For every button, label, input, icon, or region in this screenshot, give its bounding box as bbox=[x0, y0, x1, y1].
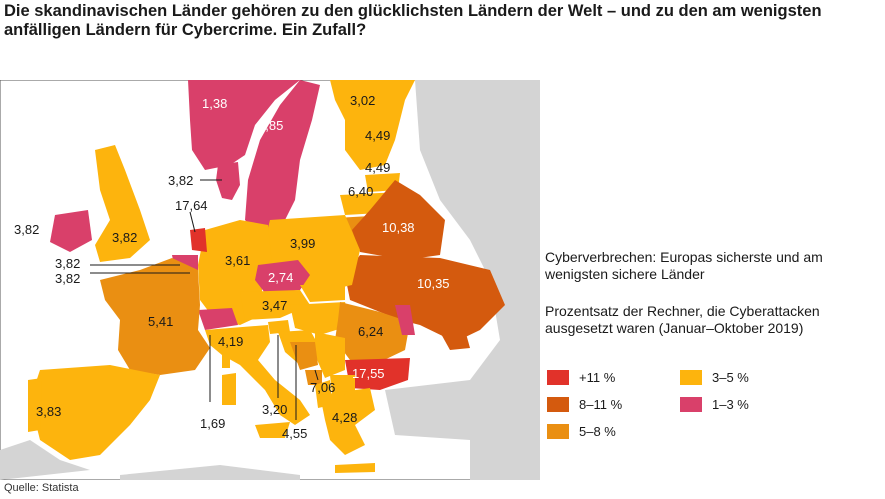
region-hungary bbox=[290, 302, 352, 335]
legend-heading: Cyberverbrechen: Europas sicherste und a… bbox=[545, 249, 823, 282]
legend-swatch bbox=[547, 370, 569, 385]
label-norway: 1,38 bbox=[202, 96, 227, 111]
legend-swatch bbox=[680, 370, 702, 385]
label-romania: 6,24 bbox=[358, 324, 383, 339]
legend-swatch bbox=[680, 397, 702, 412]
label-austria: 3,47 bbox=[262, 298, 287, 313]
grey-land-east bbox=[415, 80, 540, 480]
label-switzerland: 4,19 bbox=[218, 334, 243, 349]
label-slovenia: 3,20 bbox=[262, 402, 287, 417]
label-denmark: 3,82 bbox=[168, 173, 193, 188]
label-ukraine: 10,35 bbox=[417, 276, 450, 291]
label-luxembourg: 3,82 bbox=[55, 271, 80, 286]
page-title: Die skandinavischen Länder gehören zu de… bbox=[4, 2, 822, 39]
label-poland: 3,99 bbox=[290, 236, 315, 251]
legend-item-1-3: 1–3 % bbox=[680, 397, 749, 412]
label-spain: 3,83 bbox=[36, 404, 61, 419]
region-romania bbox=[335, 302, 410, 362]
region-bosnia bbox=[290, 342, 318, 370]
legend-subheading: Prozentsatz der Rechner, die Cyberattack… bbox=[545, 303, 820, 336]
region-belarus bbox=[352, 180, 445, 260]
europe-map: 1,38 1,85 3,02 4,49 4,49 3,82 6,40 17,64… bbox=[0, 80, 540, 480]
region-greece bbox=[320, 388, 375, 455]
source-note: Quelle: Statista bbox=[4, 482, 79, 494]
legend-item-label: +11 % bbox=[579, 370, 616, 385]
region-bulgaria bbox=[345, 358, 410, 390]
region-crete bbox=[335, 463, 375, 473]
region-slovenia bbox=[268, 320, 290, 334]
label-estonia: 4,49 bbox=[365, 128, 390, 143]
legend-item-3-5: 3–5 % bbox=[680, 370, 749, 385]
label-netherlands: 17,64 bbox=[175, 198, 208, 213]
grey-land-south bbox=[0, 440, 90, 480]
label-bulgaria: 17,55 bbox=[352, 366, 385, 381]
region-finland bbox=[330, 80, 415, 170]
region-crimea bbox=[440, 330, 470, 350]
label-belarus: 10,38 bbox=[382, 220, 415, 235]
region-portugal bbox=[28, 378, 42, 432]
region-sicily bbox=[255, 422, 290, 438]
label-sweden: 1,85 bbox=[258, 118, 283, 133]
region-italy bbox=[205, 325, 310, 425]
label-albania: 4,55 bbox=[282, 426, 307, 441]
region-serbia bbox=[315, 332, 345, 378]
region-ireland bbox=[50, 210, 92, 252]
region-macedonia bbox=[330, 375, 355, 394]
legend-swatch bbox=[547, 397, 569, 412]
legend-item-label: 3–5 % bbox=[712, 370, 749, 385]
region-spain bbox=[30, 365, 160, 460]
region-corsica bbox=[222, 348, 230, 368]
label-greece: 4,28 bbox=[332, 410, 357, 425]
region-sweden bbox=[245, 80, 320, 235]
legend-item-11plus: +11 % bbox=[547, 370, 615, 385]
region-switzerland bbox=[198, 308, 238, 330]
label-ireland: 3,82 bbox=[14, 222, 39, 237]
grey-land-africa bbox=[120, 465, 300, 480]
region-moldova bbox=[395, 305, 415, 335]
label-belgium: 3,82 bbox=[55, 256, 80, 271]
region-denmark bbox=[216, 162, 240, 200]
label-great-britain: 3,82 bbox=[112, 230, 137, 245]
label-lithuania: 6,40 bbox=[348, 184, 373, 199]
label-latvia: 4,49 bbox=[365, 160, 390, 175]
label-germany: 3,61 bbox=[225, 253, 250, 268]
region-slovakia bbox=[300, 285, 345, 302]
region-sardinia bbox=[222, 373, 236, 405]
region-montenegro bbox=[305, 370, 322, 385]
label-italy: 1,69 bbox=[200, 416, 225, 431]
legend-item-8-11: 8–11 % bbox=[547, 397, 622, 412]
region-turkey bbox=[385, 380, 470, 440]
label-finland: 3,02 bbox=[350, 93, 375, 108]
region-france bbox=[100, 258, 210, 375]
label-czechia: 2,74 bbox=[268, 270, 293, 285]
legend-item-label: 8–11 % bbox=[579, 397, 623, 412]
legend-item-5-8: 5–8 % bbox=[547, 424, 616, 439]
region-great-britain bbox=[95, 145, 150, 262]
region-ukraine bbox=[345, 255, 505, 342]
legend-item-label: 1–3 % bbox=[712, 397, 749, 412]
legend-swatch bbox=[547, 424, 569, 439]
legend-item-label: 5–8 % bbox=[579, 424, 616, 439]
region-norway bbox=[188, 80, 300, 170]
label-france: 5,41 bbox=[148, 314, 173, 329]
region-netherlands bbox=[190, 228, 207, 252]
region-czechia bbox=[255, 260, 310, 293]
label-montenegro: 7,06 bbox=[310, 380, 335, 395]
